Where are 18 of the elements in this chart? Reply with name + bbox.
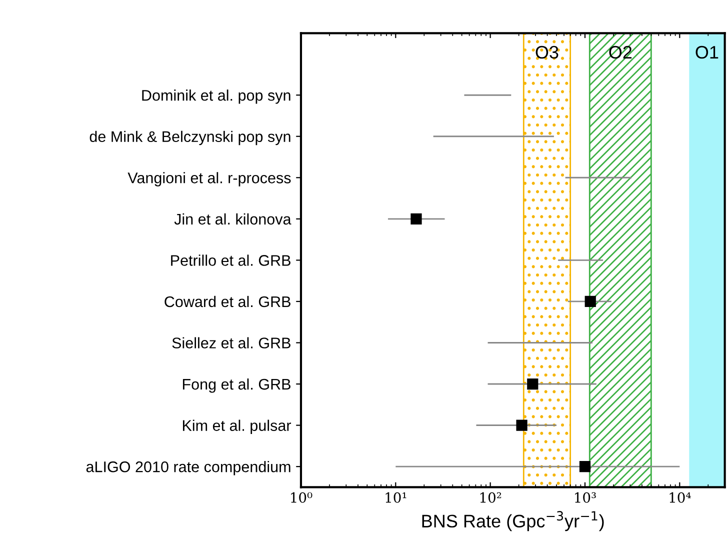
y-tick-label: Jin et al. kilonova xyxy=(174,213,292,225)
y-tick-label: Fong et al. GRB xyxy=(182,378,290,393)
band-label: O3 xyxy=(536,46,558,59)
x-tick-label: 10³ xyxy=(575,492,596,503)
x-tick-label: 10⁰ xyxy=(291,492,312,503)
y-tick-label: Siellez et al. GRB xyxy=(172,337,290,348)
x-tick-label: 10¹ xyxy=(386,492,406,503)
x-axis-title: BNS Rate (Gpc$^{−3}$yr$^{−1}$) xyxy=(422,511,604,532)
y-tick-label: Kim et al. pulsar xyxy=(182,420,292,434)
band-label: O1 xyxy=(696,46,718,59)
y-tick-label: aLIGO 2010 rate compendium xyxy=(86,461,290,476)
y-tick-label: Petrillo et al. GRB xyxy=(171,254,290,266)
y-tick-label: Dominik et al. pop syn xyxy=(142,90,290,104)
y-tick-label: Coward et al. GRB xyxy=(164,296,290,308)
x-tick-label: 10⁴ xyxy=(670,492,691,503)
x-tick-label: 10² xyxy=(480,492,502,503)
y-tick-label: de Mink & Belczynski pop syn xyxy=(90,130,290,146)
y-tick-label: Vangioni et al. r-process xyxy=(128,172,291,186)
